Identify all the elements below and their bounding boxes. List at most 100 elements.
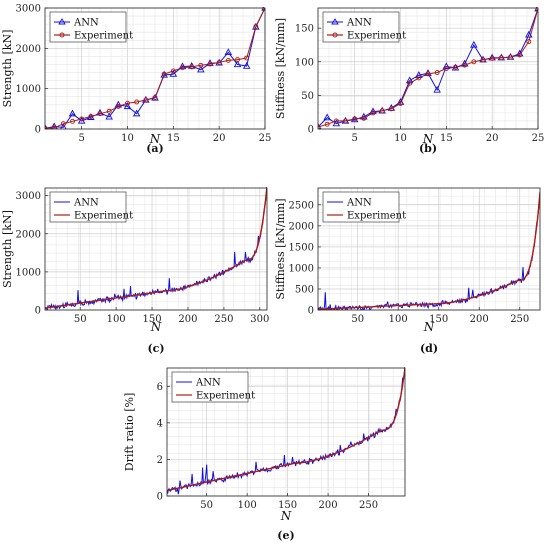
data-point-experiment [216,60,222,65]
data-point-ann [405,76,414,84]
y-tick-label: 500 [295,284,314,295]
data-point-experiment [225,57,231,63]
panel-label: (e) [277,529,294,542]
data-point-experiment [471,59,477,65]
data-point-experiment [152,95,158,100]
y-axis-label: Strength [kN] [1,210,14,288]
y-tick-label: 2 [157,455,163,466]
data-point-experiment [352,116,358,122]
panel-label: (b) [419,142,437,155]
series-experiment-line [318,192,540,310]
chart-d: 50 100 150 200 25005001000150020002500NStiff… [274,187,541,355]
data-point-experiment [526,39,532,45]
data-point-ann [525,30,533,38]
legend: ANN Experiment [322,11,406,43]
data-point-experiment [79,116,85,122]
x-tick-label: 25 [532,133,545,144]
legend-marker-experiment [59,32,65,38]
data-point-experiment [379,108,385,114]
x-tick-label: 150 [143,314,162,325]
chart-a: 5 10 15 20 25 0 1000 2000 3000 N Strength [kN] (a) A… [1,4,271,156]
legend-label-experiment: Experiment [74,31,133,42]
data-point-ann [68,109,77,117]
data-point-experiment [370,110,376,116]
plot-area [318,7,538,129]
tick-labels: 50 100 150 200 250 0 2 4 6 [157,382,378,511]
legend-marker-ann [58,18,66,25]
data-point-experiment [407,80,413,86]
legend-label-experiment: Experiment [74,211,133,222]
data-point-experiment [453,64,458,70]
legend-label-experiment: Experiment [347,31,406,42]
x-tick-label: 50 [74,314,87,325]
axes-box [166,367,406,497]
data-point-ann [215,58,223,66]
data-point-ann [442,62,451,70]
y-axis-label: Strength [kN] [1,30,14,108]
x-tick-label: 250 [214,314,233,325]
data-point-ann [114,100,123,108]
chart-e: 50 100 150 200 250 0 2 4 6 N Drift ratio [%] (e) ANN… [123,367,406,542]
grid-lines [318,188,540,311]
x-tick-label: 20 [213,133,226,144]
y-tick-label: 0 [308,125,314,136]
x-tick-label: 25 [259,133,272,144]
data-point-ann [332,119,341,127]
data-point-experiment [480,57,486,63]
y-axis-label: Stiffness [kN/mm] [274,18,287,119]
data-point-experiment [70,118,75,124]
y-tick-label: 1000 [16,267,41,278]
legend-label-ann: ANN [195,378,221,389]
y-tick-label: 150 [295,24,314,35]
y-tick-label: 0 [157,492,163,503]
data-point-ann [233,60,242,68]
x-axis-label: N [423,320,435,334]
x-tick-label: 250 [359,500,378,511]
data-point-experiment [45,125,48,129]
x-tick-label: 50 [351,314,364,325]
x-tick-label: 150 [429,314,448,325]
data-point-experiment [60,121,66,127]
legend-label-ann: ANN [346,198,372,209]
legend: ANN Experiment [171,371,255,403]
data-point-experiment [498,55,504,61]
data-point-ann [87,113,95,120]
data-point-experiment [462,62,468,68]
data-point-ann [151,93,159,101]
legend-box [322,191,400,223]
data-point-ann [252,22,260,30]
y-axis-label: Stiffness [kN/mm] [274,198,287,299]
data-point-experiment [361,115,367,121]
data-point-experiment [517,52,523,58]
data-point-experiment [398,101,403,106]
x-tick-label: 50 [200,500,213,511]
data-point-experiment [443,66,449,71]
data-point-experiment [244,55,250,61]
data-point-experiment [333,118,339,124]
y-tick-label: 1000 [16,84,41,95]
x-axis-label: N [280,509,292,523]
data-point-experiment [207,61,213,67]
data-point-experiment [425,71,431,77]
x-tick-label: 20 [486,133,499,144]
x-tick-label: 250 [510,314,529,325]
data-point-experiment [161,71,167,77]
data-point-experiment [180,65,185,71]
legend-label-experiment: Experiment [347,211,406,222]
x-tick-label: 200 [319,500,338,511]
series-experiment-line [45,7,265,129]
data-point-experiment [198,62,204,68]
data-point-ann [451,63,460,71]
data-point-experiment [388,106,394,112]
y-tick-label: 1000 [289,263,314,274]
tick-labels: 5 10 15 20 25 0 50 100 150 [295,24,544,144]
y-tick-label: 2000 [289,221,314,232]
data-point-ann [470,40,478,48]
plot-area [167,367,405,495]
data-point-experiment [416,75,422,81]
x-tick-label: 10 [394,133,407,144]
legend-label-experiment: Experiment [196,391,255,402]
y-tick-label: 2000 [16,229,41,240]
axes-box [44,187,268,311]
